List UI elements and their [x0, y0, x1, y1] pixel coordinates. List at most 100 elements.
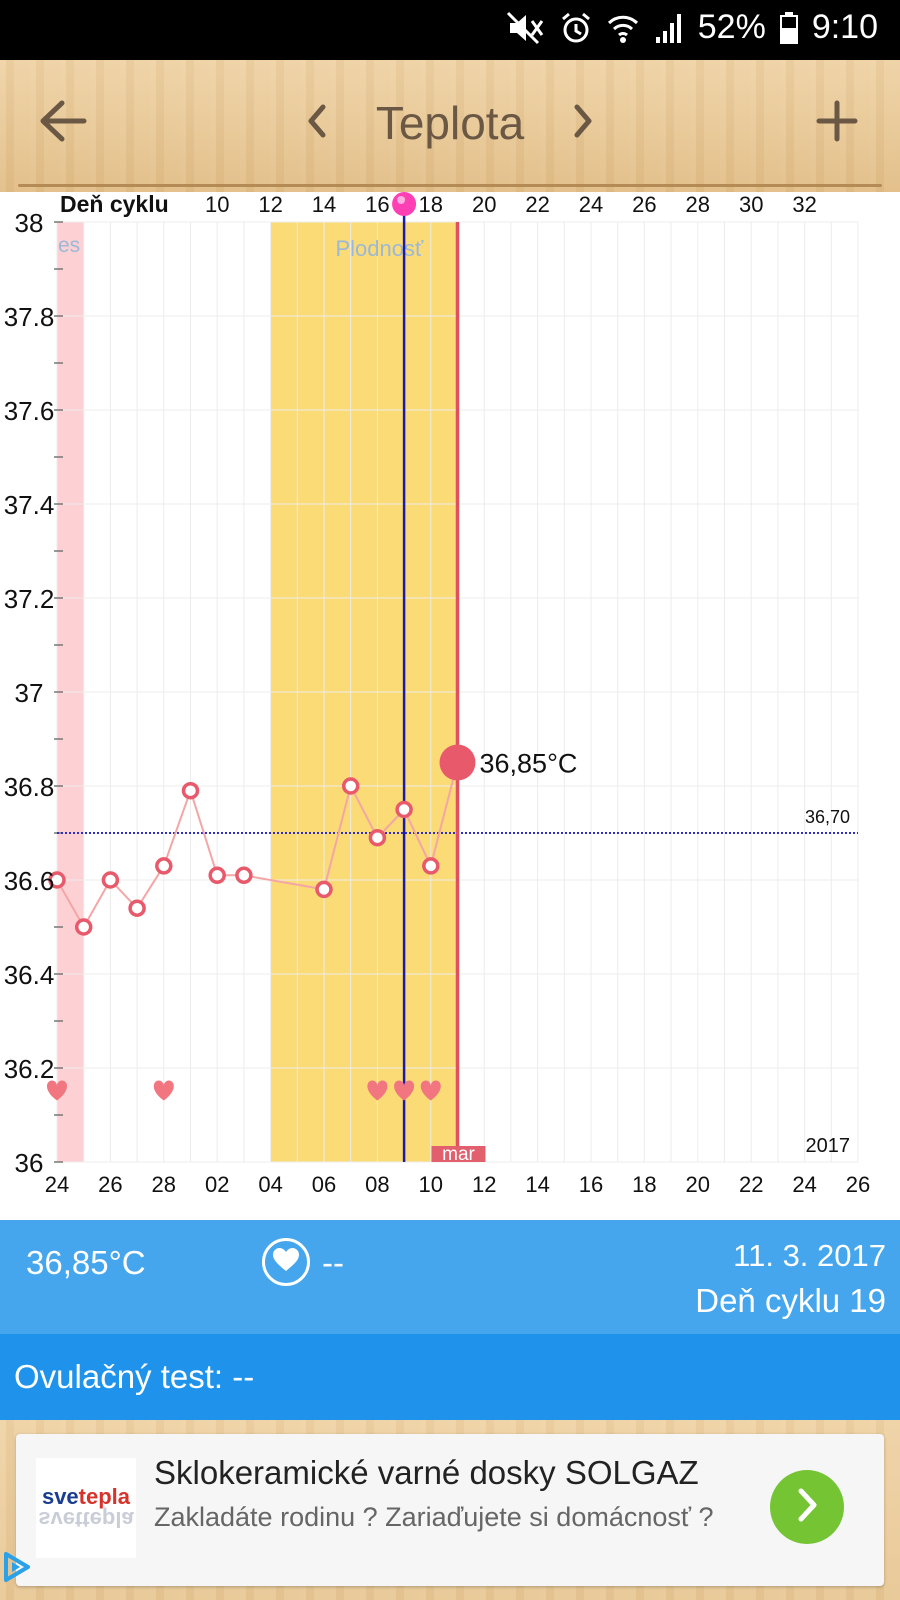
heart-icon: [394, 1080, 415, 1101]
top-tick-label: 28: [686, 192, 710, 217]
top-tick-label: 32: [792, 192, 816, 217]
selected-date: 11. 3. 2017: [733, 1238, 886, 1273]
y-tick-label: 36.2: [4, 1054, 55, 1084]
intercourse-button[interactable]: [262, 1238, 310, 1286]
battery-level: 52%: [697, 8, 766, 46]
bottom-tick-label: 10: [419, 1172, 443, 1197]
heart-icon: [153, 1080, 174, 1101]
ad-open-button[interactable]: [770, 1470, 844, 1544]
month-tag: [431, 1146, 486, 1162]
bottom-tick-label: 20: [686, 1172, 710, 1197]
chevron-right-icon: [792, 1485, 822, 1530]
temperature-point: [422, 857, 440, 875]
intercourse-value: --: [322, 1244, 344, 1281]
next-button[interactable]: [548, 88, 618, 158]
ad-text: Zakladáte rodinu ? Zariaďujete si domácn…: [154, 1502, 714, 1532]
bottom-tick-label: 28: [152, 1172, 176, 1197]
y-tick-label: 36: [15, 1148, 44, 1178]
heart-icon: [367, 1080, 388, 1101]
ad-area: svetepla svettepla Sklokeramické varné d…: [0, 1420, 900, 1600]
add-button[interactable]: [802, 88, 872, 158]
bottom-tick-label: 18: [632, 1172, 656, 1197]
mute-icon: [506, 11, 546, 45]
bottom-tick-label: 02: [205, 1172, 229, 1197]
top-axis-title: Deň cyklu: [60, 191, 169, 217]
top-tick-label: 16: [365, 192, 389, 217]
back-button[interactable]: [28, 88, 98, 158]
wifi-icon: [606, 11, 640, 45]
month-label: mar: [442, 1144, 475, 1165]
temperature-point: [368, 828, 387, 847]
y-tick-label: 38: [15, 208, 44, 238]
plus-icon: [816, 100, 858, 147]
ovulation-test-label: Ovulačný test: --: [14, 1358, 255, 1395]
current-temperature-point: [439, 744, 476, 781]
alarm-icon: [560, 11, 592, 45]
top-tick-label: 20: [472, 192, 496, 217]
ad-title: Sklokeramické varné dosky SOLGAZ: [154, 1454, 699, 1491]
period-label: es: [58, 234, 80, 257]
battery-icon: [779, 11, 798, 44]
heart-icon: [420, 1080, 441, 1101]
temperature-point: [48, 871, 66, 889]
ovulation-marker-highlight: [397, 196, 406, 204]
top-tick-label: 30: [739, 192, 763, 217]
top-tick-label: 26: [632, 192, 656, 217]
coverline-label: 36,70: [805, 807, 850, 827]
bottom-tick-label: 26: [98, 1172, 122, 1197]
app-header: Teplota: [0, 60, 900, 192]
bottom-tick-label: 26: [846, 1172, 870, 1197]
year-label: 2017: [806, 1135, 851, 1157]
selected-temperature: 36,85°C: [26, 1244, 146, 1281]
status-bar: 52% 9:10: [0, 0, 900, 60]
arrow-left-icon: [38, 99, 88, 148]
temperature-point: [208, 866, 226, 885]
bottom-tick-label: 04: [258, 1172, 282, 1197]
ad-choices-icon[interactable]: [0, 1550, 34, 1584]
top-tick-label: 10: [205, 192, 229, 217]
bottom-tick-label: 06: [312, 1172, 336, 1197]
temperature-chart[interactable]: es Plodnosť 36,70 mar 2017 36,85°C Deň cyklu 10…: [0, 188, 900, 1220]
heart-icon: [272, 1247, 300, 1278]
info-bar: 36,85°C -- 11. 3. 2017 Deň cyklu 19: [0, 1220, 900, 1334]
ovulation-marker: [392, 192, 417, 216]
current-temperature-label: 36,85°C: [480, 749, 578, 779]
signal-icon: [654, 11, 684, 45]
temperature-point: [395, 800, 413, 819]
header-divider: [18, 184, 882, 187]
bottom-tick-label: 24: [45, 1172, 69, 1197]
temperature-point: [74, 918, 93, 936]
advertiser-logo: svetepla svettepla: [36, 1458, 136, 1558]
ovulation-test-bar[interactable]: Ovulačný test: --: [0, 1334, 900, 1420]
bottom-tick-label: 24: [792, 1172, 816, 1197]
top-tick-label: 14: [312, 192, 336, 217]
bottom-tick-label: 14: [525, 1172, 549, 1197]
page-title: Teplota: [375, 97, 525, 149]
y-tick-label: 36.6: [4, 866, 55, 896]
temperature-point: [101, 871, 120, 889]
top-tick-label: 18: [419, 192, 443, 217]
y-tick-label: 36.8: [4, 772, 55, 802]
temperature-point: [235, 866, 253, 885]
bottom-tick-label: 12: [472, 1172, 496, 1197]
top-tick-label: 24: [579, 192, 603, 217]
temperature-point: [128, 899, 146, 917]
fertile-label: Plodnosť: [335, 236, 424, 261]
previous-button[interactable]: [282, 88, 352, 158]
y-tick-label: 37: [15, 678, 44, 708]
y-tick-label: 36.4: [4, 960, 55, 990]
y-tick-label: 37.2: [4, 584, 55, 614]
y-tick-label: 37.4: [4, 490, 55, 520]
bottom-tick-label: 22: [739, 1172, 763, 1197]
temperature-point: [181, 781, 200, 800]
cycle-day: Deň cyklu 19: [695, 1282, 886, 1319]
chevron-left-icon: [303, 101, 331, 146]
ad-banner[interactable]: svetepla svettepla Sklokeramické varné d…: [16, 1434, 884, 1586]
top-tick-label: 22: [525, 192, 549, 217]
chevron-right-icon: [569, 101, 597, 146]
bottom-tick-label: 16: [579, 1172, 603, 1197]
temperature-point: [315, 880, 333, 899]
heart-icon: [46, 1080, 68, 1101]
bottom-tick-label: 08: [365, 1172, 389, 1197]
y-tick-label: 37.6: [4, 396, 55, 426]
